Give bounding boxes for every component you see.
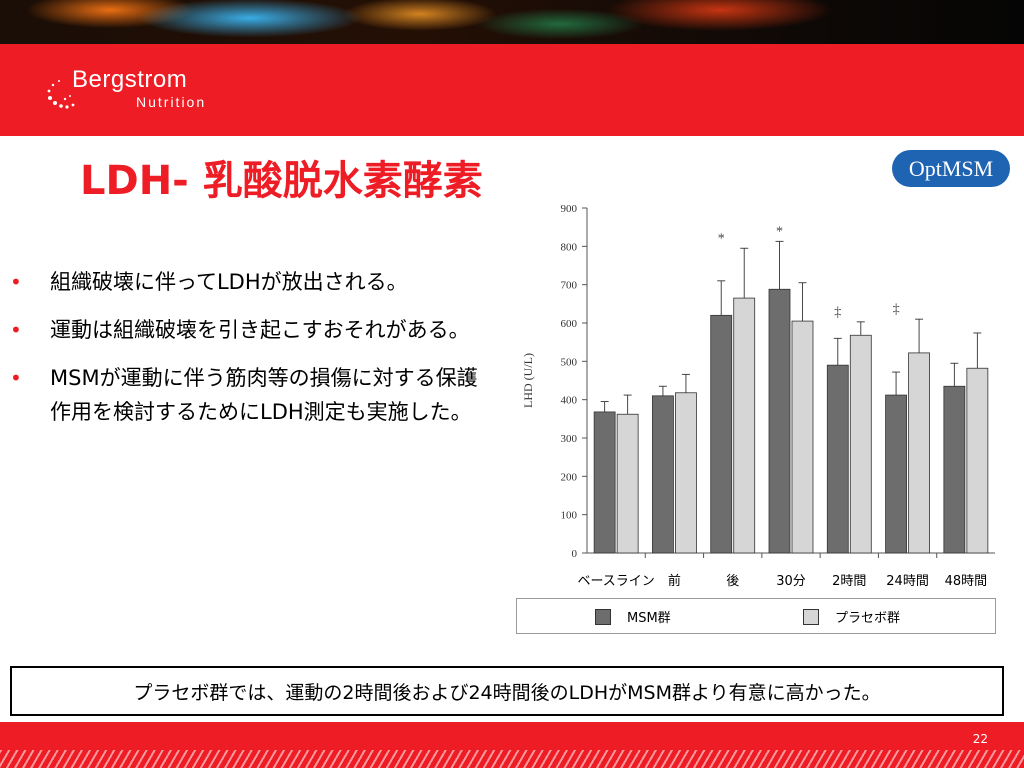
significance-marker: ‡ (834, 305, 841, 320)
bullet-item: • MSMが運動に伴う筋肉等の損傷に対する保護作用を検討するためにLDH測定も実… (10, 361, 480, 429)
bar (885, 394, 907, 554)
conclusion-box: プラセボ群では、運動の2時間後および24時間後のLDHがMSM群より有意に高かっ… (10, 666, 1004, 716)
y-tick-label: 600 (561, 318, 578, 330)
logo-subtitle: Nutrition (136, 94, 207, 110)
header-bar (0, 44, 1024, 136)
significance-marker: * (718, 231, 725, 246)
bullet-item: • 運動は組織破壊を引き起こすおそれがある。 (10, 313, 480, 347)
x-tick-label: 48時間 (944, 574, 988, 589)
bullet-marker: • (10, 366, 22, 390)
bar (593, 411, 616, 554)
conclusion-text: プラセボ群では、運動の2時間後および24時間後のLDHがMSM群より有意に高かっ… (133, 681, 881, 704)
bar (733, 297, 756, 554)
legend-label-msm: MSM群 (627, 611, 671, 626)
y-tick-label: 100 (561, 510, 578, 522)
chart-legend: MSM群 プラセボ群 (516, 598, 996, 634)
bullet-text: 運動は組織破壊を引き起こすおそれがある。 (50, 318, 470, 342)
bar (768, 288, 791, 554)
bullet-item: • 組織破壊に伴ってLDHが放出される。 (10, 265, 480, 299)
y-tick-label: 800 (561, 241, 578, 253)
bergstrom-logo: Bergstrom Nutrition (44, 66, 234, 116)
logo-dots-icon (47, 80, 75, 109)
legend-swatch-placebo (803, 609, 819, 625)
bullet-list: • 組織破壊に伴ってLDHが放出される。 • 運動は組織破壊を引き起こすおそれが… (10, 265, 480, 443)
bar (710, 314, 733, 554)
y-tick-label: 400 (561, 395, 578, 407)
x-tick-label: 24時間 (886, 574, 929, 589)
legend-label-placebo: プラセボ群 (835, 611, 901, 626)
bar (675, 392, 697, 554)
bar (849, 334, 872, 554)
slide-title: LDH- 乳酸脱水素酵素 (80, 158, 483, 204)
bullet-marker: • (10, 270, 22, 294)
footer-bar (0, 722, 1024, 768)
logo-wordmark: Bergstrom (72, 66, 188, 93)
y-tick-label: 700 (561, 280, 578, 292)
bullet-text: MSMが運動に伴う筋肉等の損傷に対する保護作用を検討するためにLDH測定も実施し… (50, 366, 478, 424)
x-tick-label: 前 (667, 574, 681, 589)
bar (966, 367, 989, 554)
x-tick-label: 2時間 (832, 574, 867, 589)
significance-marker: * (776, 224, 783, 239)
bar (908, 352, 930, 554)
bar (616, 413, 639, 554)
header-photo-band (0, 0, 1024, 44)
ldh-bar-chart: 0 100 200 300 400 500 600 700 800 900 LHD (U/L) * * ‡… (521, 203, 995, 560)
y-axis-label: LHD (U/L) (521, 353, 535, 408)
significance-marker: ‡ (893, 302, 900, 317)
bar (943, 385, 966, 554)
bar (791, 320, 814, 554)
bullet-text: 組織破壊に伴ってLDHが放出される。 (50, 270, 408, 294)
optmsm-badge: OptMSM (892, 150, 1010, 187)
y-tick-label: 300 (561, 433, 578, 445)
y-tick-label: 500 (561, 356, 578, 368)
x-tick-label: 後 (726, 574, 740, 589)
y-tick-label: 900 (561, 203, 578, 215)
bar (826, 364, 849, 554)
page-number: 22 (972, 732, 988, 746)
bullet-marker: • (10, 318, 22, 342)
x-tick-label: 30分 (776, 574, 806, 589)
footer-pattern (0, 750, 1024, 768)
x-tick-label: ベースライン (577, 574, 655, 589)
y-tick-label: 200 (561, 471, 578, 483)
bar (652, 395, 674, 554)
legend-swatch-msm (595, 609, 611, 625)
y-tick-label: 0 (572, 548, 578, 560)
